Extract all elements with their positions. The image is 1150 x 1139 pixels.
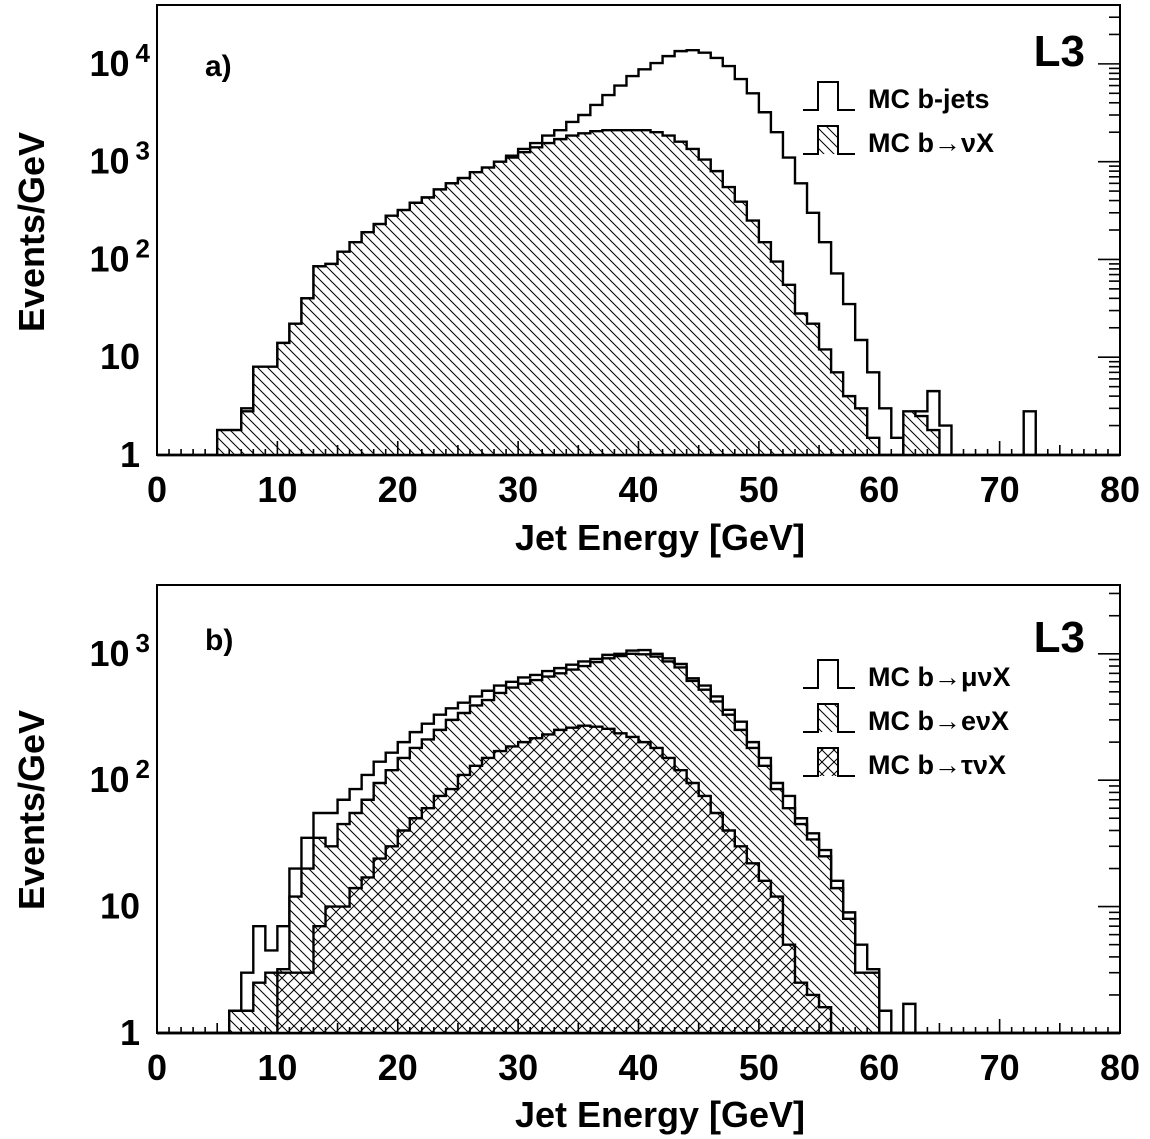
l3-logo: L3 <box>1034 613 1085 662</box>
x-tick-label: 50 <box>739 469 779 510</box>
x-tick-label: 0 <box>147 1047 167 1088</box>
histogram-series-2 <box>157 128 1120 457</box>
series-group <box>157 48 1120 457</box>
legend-swatch-hatched <box>803 703 855 733</box>
x-axis-title: Jet Energy [GeV] <box>515 1094 805 1135</box>
x-tick-label: 20 <box>378 469 418 510</box>
legend-swatch-crosshatched <box>803 747 855 777</box>
y-tick-label: 10 3 <box>89 136 150 182</box>
legend-swatch-open <box>803 81 855 111</box>
x-tick-label: 70 <box>980 469 1020 510</box>
y-axis-title: Events/GeV <box>11 710 52 910</box>
x-tick-label: 30 <box>498 469 538 510</box>
l3-logo: L3 <box>1034 27 1085 76</box>
x-axis-title: Jet Energy [GeV] <box>515 517 805 558</box>
x-axis: 0 10 20 30 40 50 60 70 80 <box>147 441 1140 510</box>
y-tick-label: 10 2 <box>89 754 150 800</box>
legend-entry-b-nux: MC b→νX <box>803 125 994 158</box>
x-tick-label: 10 <box>257 469 297 510</box>
y-tick-label: 1 <box>120 1012 140 1053</box>
y-tick-label: 1 <box>120 434 140 475</box>
x-tick-label: 80 <box>1100 469 1140 510</box>
x-tick-label: 10 <box>257 1047 297 1088</box>
x-axis: 0 10 20 30 40 50 60 70 80 <box>147 1019 1140 1088</box>
y-axis-title: Events/GeV <box>11 132 52 332</box>
legend-entry-b-taunux: MC b→τνX <box>803 747 1006 780</box>
y-tick-label: 10 <box>100 886 140 927</box>
legend-label: MC b→τνX <box>868 750 1006 780</box>
panel-label: b) <box>205 624 233 657</box>
legend-label: MC b→νX <box>868 128 994 158</box>
legend-entry-b-enux: MC b→eνX <box>803 703 1009 736</box>
legend-entry-b-munux: MC b→μνX <box>803 659 1011 692</box>
x-tick-label: 40 <box>618 469 658 510</box>
x-tick-label: 20 <box>378 1047 418 1088</box>
y-tick-label: 10 2 <box>89 233 150 279</box>
panel-b: b) L3 Jet Energy [GeV] Events/GeV MC b→μ… <box>11 584 1140 1135</box>
legend-swatch-hatched <box>803 125 855 155</box>
x-tick-label: 50 <box>739 1047 779 1088</box>
legend-entry-b-jets: MC b-jets <box>803 81 990 114</box>
panel-a: a) L3 Jet Energy [GeV] Events/GeV MC b-j… <box>11 4 1140 558</box>
legend-label: MC b→eνX <box>868 706 1009 736</box>
y-tick-label: 10 4 <box>89 38 150 84</box>
legend: MC b→μνX MC b→eνX MC b→τνX <box>803 659 1011 780</box>
legend-label: MC b→μνX <box>868 662 1011 692</box>
x-tick-label: 80 <box>1100 1047 1140 1088</box>
x-tick-label: 40 <box>618 1047 658 1088</box>
x-tick-label: 0 <box>147 469 167 510</box>
x-tick-label: 60 <box>859 1047 899 1088</box>
y-tick-label: 10 <box>100 336 140 377</box>
legend-swatch-open <box>803 659 855 689</box>
y-tick-label: 10 3 <box>89 628 150 674</box>
x-tick-label: 70 <box>980 1047 1020 1088</box>
legend: MC b-jets MC b→νX <box>803 81 994 158</box>
legend-label: MC b-jets <box>868 84 990 114</box>
x-tick-label: 60 <box>859 469 899 510</box>
x-tick-label: 30 <box>498 1047 538 1088</box>
panel-label: a) <box>205 50 232 83</box>
